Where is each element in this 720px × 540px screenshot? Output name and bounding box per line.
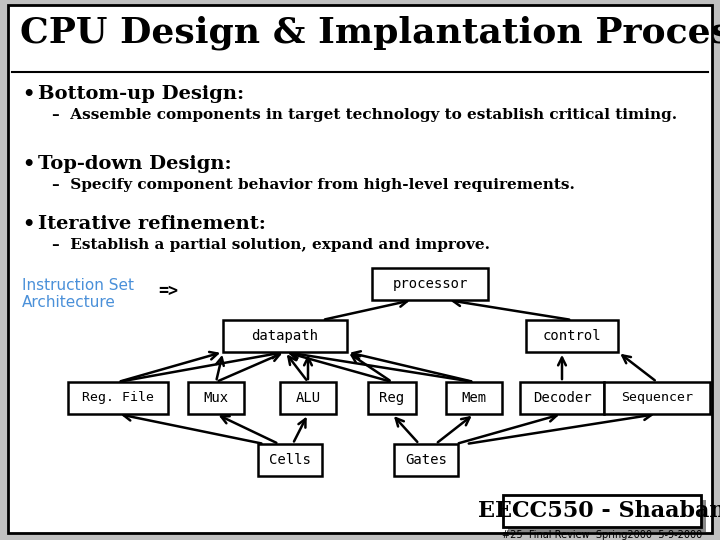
Text: Instruction Set
Architecture: Instruction Set Architecture: [22, 278, 134, 310]
Text: •: •: [22, 215, 35, 233]
Text: ALU: ALU: [295, 391, 320, 405]
Text: Iterative refinement:: Iterative refinement:: [38, 215, 266, 233]
Text: •: •: [22, 155, 35, 173]
Text: Sequencer: Sequencer: [621, 392, 693, 404]
Bar: [280, 382, 336, 414]
Text: Mux: Mux: [204, 391, 228, 405]
Bar: [604, 382, 710, 414]
Bar: [503, 495, 701, 527]
Text: #25  Final Review  Spring2000  5-9-2000: #25 Final Review Spring2000 5-9-2000: [502, 530, 702, 540]
Text: Reg. File: Reg. File: [82, 392, 154, 404]
Bar: [68, 382, 168, 414]
Bar: [394, 444, 458, 476]
Text: Decoder: Decoder: [533, 391, 591, 405]
Bar: [372, 268, 488, 300]
Text: –  Assemble components in target technology to establish critical timing.: – Assemble components in target technolo…: [52, 108, 677, 122]
Text: –  Specify component behavior from high-level requirements.: – Specify component behavior from high-l…: [52, 178, 575, 192]
Text: EECC550 - Shaaban: EECC550 - Shaaban: [478, 500, 720, 522]
Bar: [446, 382, 502, 414]
Bar: [258, 444, 322, 476]
Bar: [368, 382, 416, 414]
Text: Cells: Cells: [269, 453, 311, 467]
Text: processor: processor: [392, 277, 468, 291]
Text: Top-down Design:: Top-down Design:: [38, 155, 232, 173]
Text: control: control: [543, 329, 601, 343]
Text: CPU Design & Implantation Process: CPU Design & Implantation Process: [20, 15, 720, 50]
Bar: [508, 500, 706, 532]
Text: Mem: Mem: [462, 391, 487, 405]
Bar: [520, 382, 604, 414]
Text: •: •: [22, 85, 35, 103]
Text: datapath: datapath: [251, 329, 318, 343]
Text: Reg: Reg: [379, 391, 405, 405]
Bar: [526, 320, 618, 352]
Text: =>: =>: [158, 282, 178, 300]
Text: Gates: Gates: [405, 453, 447, 467]
Bar: [188, 382, 244, 414]
Text: –  Establish a partial solution, expand and improve.: – Establish a partial solution, expand a…: [52, 238, 490, 252]
Bar: [223, 320, 347, 352]
Text: Bottom-up Design:: Bottom-up Design:: [38, 85, 244, 103]
